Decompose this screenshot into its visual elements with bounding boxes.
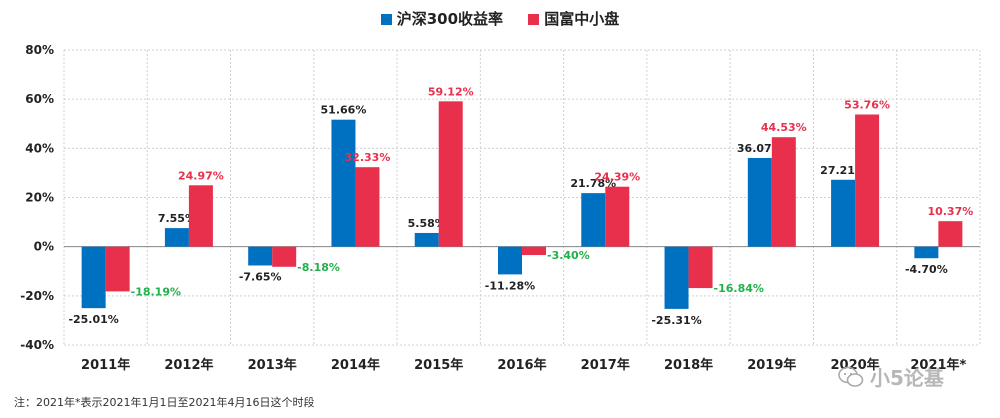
bar-fund [272, 246, 297, 267]
bar-fund [355, 167, 380, 247]
x-tick-label: 2019年 [747, 357, 796, 373]
bar-hs300 [831, 179, 856, 247]
bar-hs300 [164, 228, 189, 247]
bar-fund [438, 101, 463, 247]
bar-fund [105, 246, 130, 292]
x-tick-label: 2015年 [414, 357, 463, 373]
x-tick-label: 2021年* [910, 357, 966, 373]
data-label-fund: 44.53% [761, 121, 807, 134]
data-label-fund: -3.40% [547, 249, 590, 262]
chart-legend: 沪深300收益率 国富中小盘 [0, 8, 1000, 29]
data-label-hs300: -25.31% [651, 314, 701, 327]
legend-item-hs300: 沪深300收益率 [380, 8, 504, 29]
y-tick-label: 60% [25, 92, 54, 106]
data-label-fund: 32.33% [345, 151, 391, 164]
data-label-hs300: -11.28% [485, 279, 535, 292]
data-label-hs300: 36.07% [737, 142, 783, 155]
data-label-hs300: 21.78% [570, 177, 616, 190]
bar-hs300 [81, 246, 106, 309]
bar-fund [855, 114, 880, 247]
bar-hs300 [747, 157, 772, 247]
bar-fund [688, 246, 713, 289]
data-label-fund: 53.76% [844, 99, 890, 112]
y-tick-label: 0% [34, 240, 54, 254]
data-label-hs300: 7.55% [158, 212, 196, 225]
y-tick-label: -20% [20, 289, 54, 303]
bar-hs300 [248, 246, 273, 266]
legend-label-fund: 国富中小盘 [544, 10, 620, 28]
bar-fund [188, 185, 213, 247]
x-tick-label: 2017年 [581, 357, 630, 373]
legend-swatch-fund [528, 14, 540, 25]
y-tick-label: -40% [20, 338, 54, 352]
bar-hs300 [414, 232, 439, 247]
legend-item-fund: 国富中小盘 [528, 8, 619, 29]
data-label-hs300: 51.66% [321, 104, 367, 117]
bar-hs300 [331, 119, 356, 247]
data-label-fund: 24.39% [594, 171, 640, 184]
x-tick-label: 2016年 [497, 357, 546, 373]
watermark-text: 小5论基 [870, 366, 944, 390]
x-tick-label: 2018年 [664, 357, 713, 373]
bar-hs300 [914, 246, 939, 259]
bar-fund [771, 137, 796, 247]
data-label-fund: 10.37% [927, 205, 973, 218]
y-tick-label: 40% [25, 141, 54, 155]
data-label-hs300: -7.65% [239, 270, 282, 283]
x-tick-label: 2011年 [81, 357, 130, 373]
data-label-fund: -18.19% [131, 285, 181, 298]
bar-fund [938, 221, 963, 247]
data-label-fund: 59.12% [428, 85, 474, 98]
legend-swatch-hs300 [380, 14, 392, 25]
footnote: 注：2021年*表示2021年1月1日至2021年4月16日这个时段 [14, 396, 315, 409]
bar-hs300 [498, 246, 522, 275]
bar-fund [605, 186, 630, 247]
wechat-icon [838, 366, 864, 387]
x-tick-label: 2013年 [248, 357, 297, 373]
data-label-fund: 24.97% [178, 169, 224, 182]
data-label-hs300: -4.70% [905, 263, 948, 276]
data-label-hs300: -25.01% [68, 313, 118, 326]
data-label-hs300: 5.58% [408, 217, 446, 230]
watermark: 小5论基 [838, 362, 944, 391]
x-tick-label: 2012年 [164, 357, 213, 373]
bar-hs300 [664, 246, 689, 309]
data-label-fund: -8.18% [297, 261, 340, 274]
data-label-hs300: 27.21% [820, 164, 866, 177]
data-label-fund: -16.84% [714, 282, 764, 295]
legend-label-hs300: 沪深300收益率 [396, 10, 504, 28]
y-tick-label: 20% [25, 191, 54, 205]
bar-hs300 [581, 193, 606, 247]
y-tick-label: 80% [25, 43, 54, 57]
x-tick-label: 2014年 [331, 357, 380, 373]
bar-fund [522, 246, 546, 256]
